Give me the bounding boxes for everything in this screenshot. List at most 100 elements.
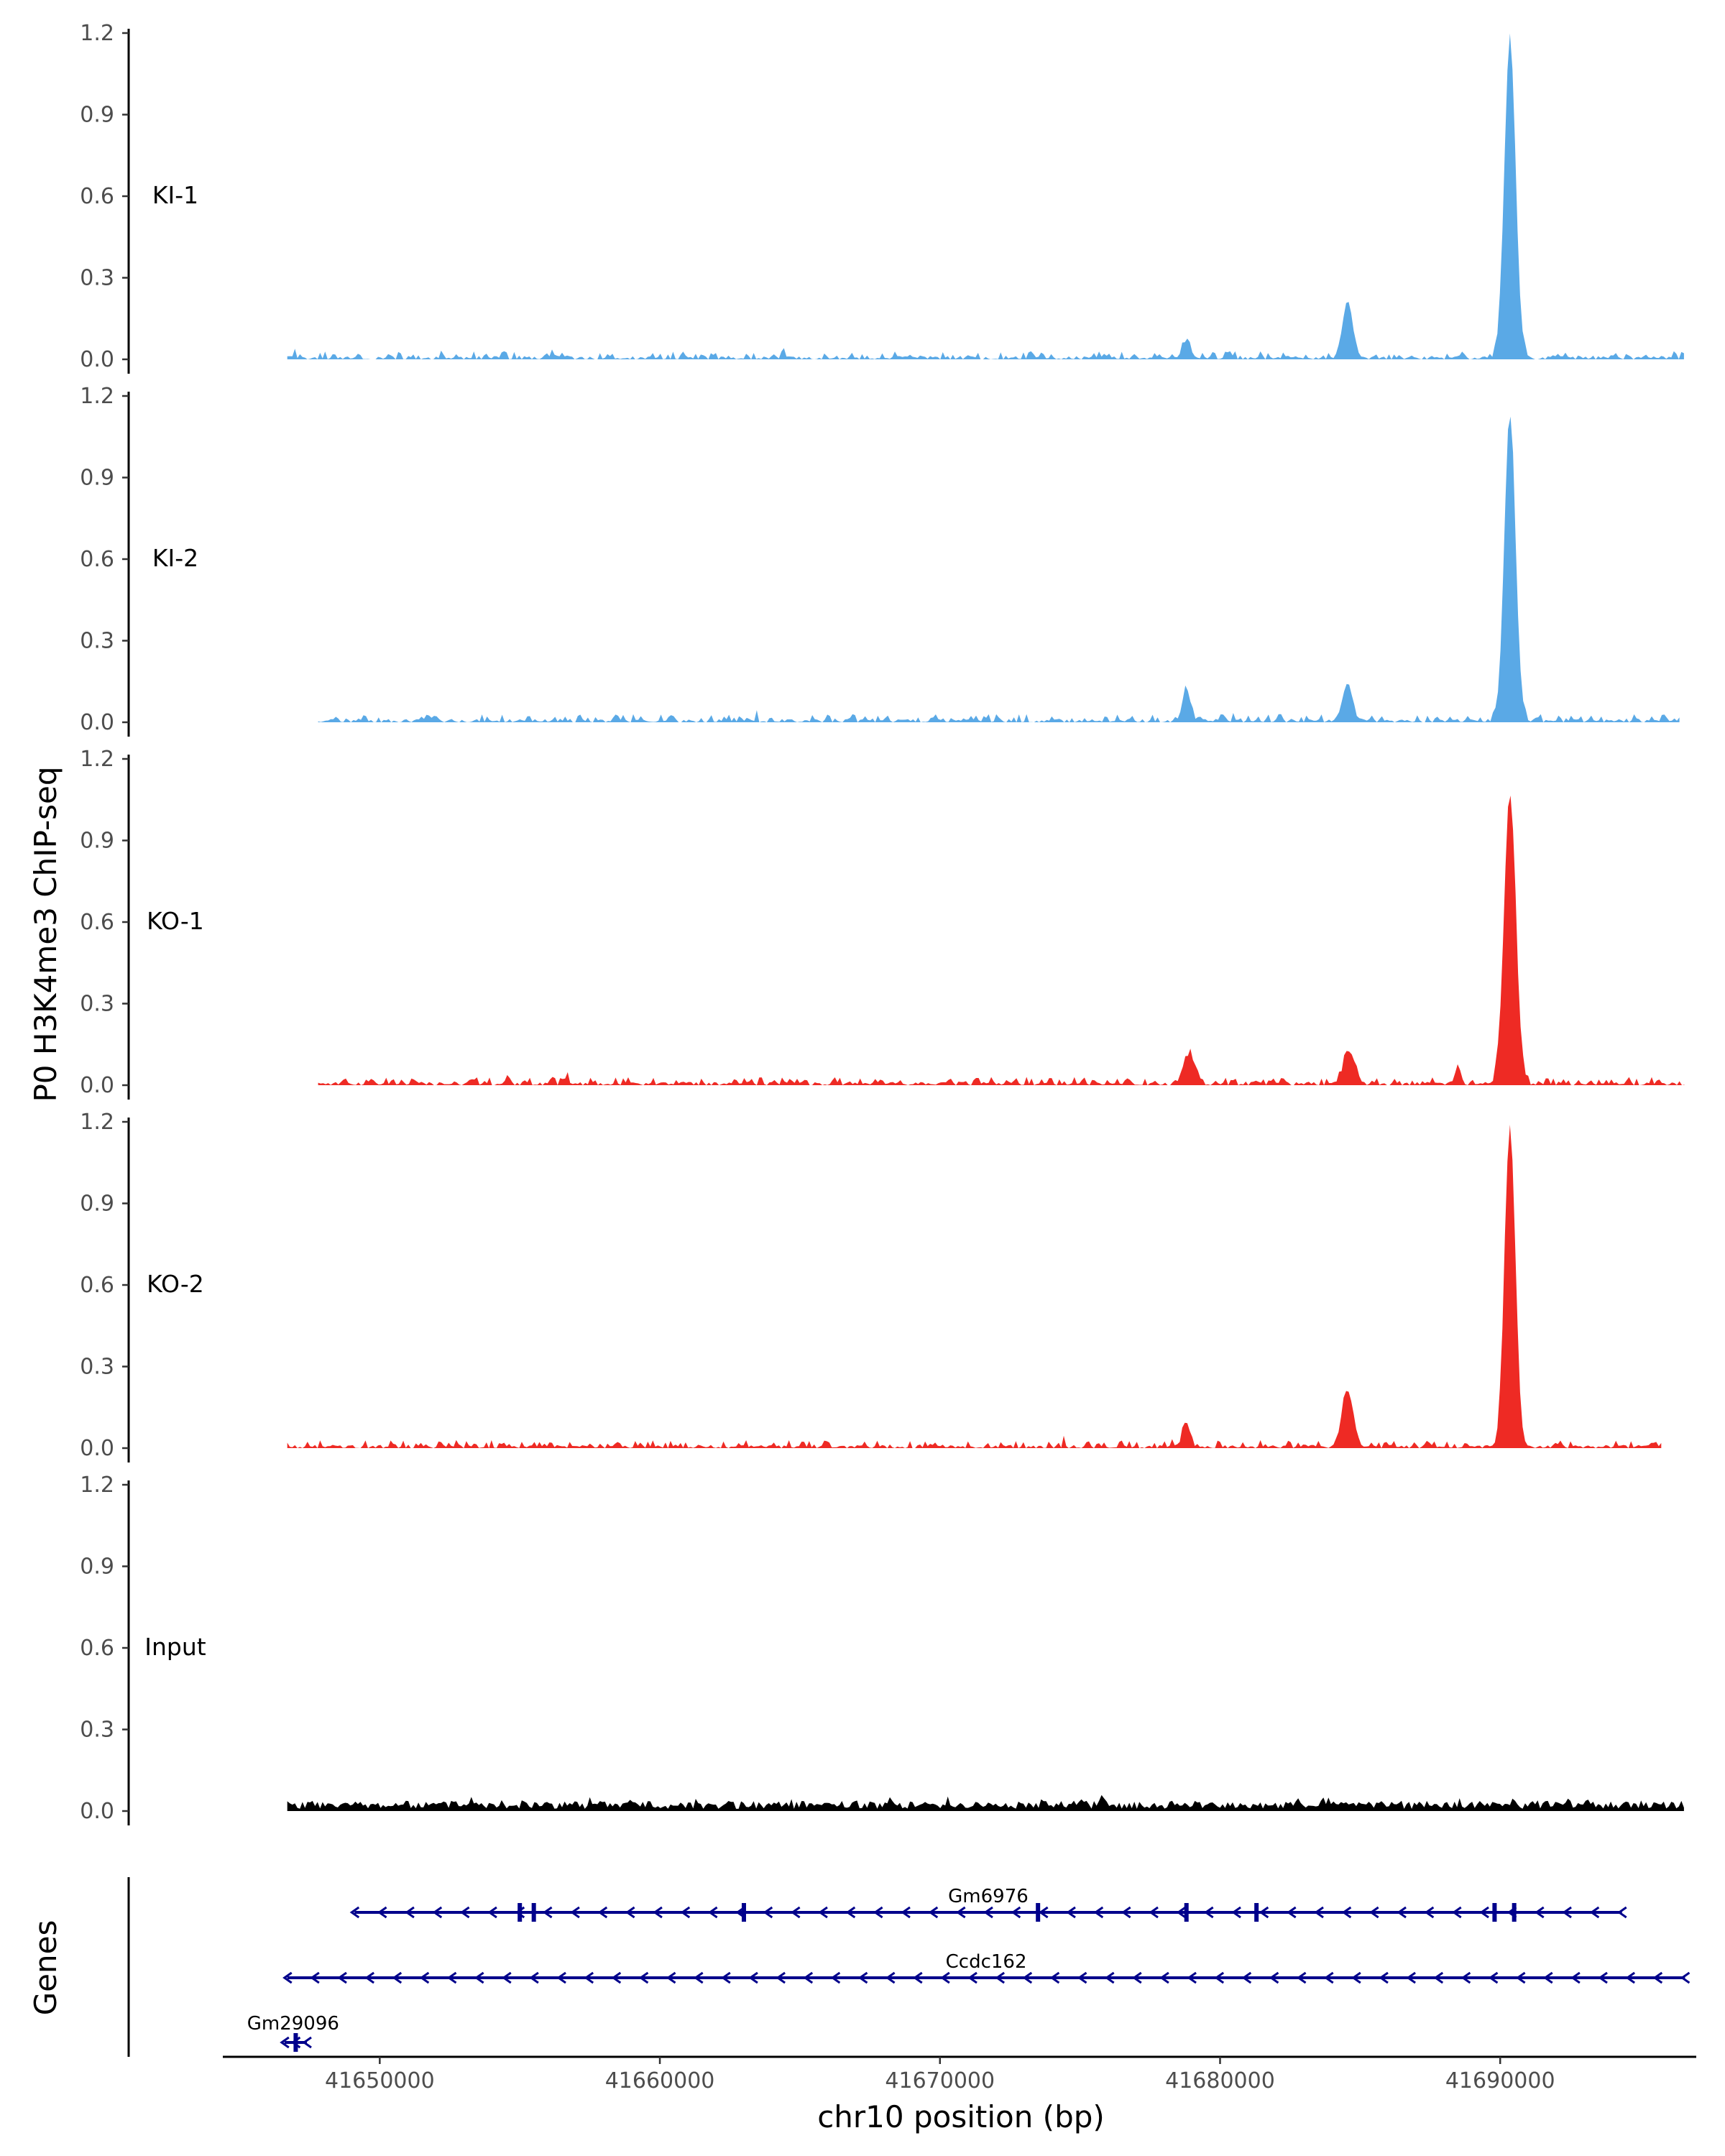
strand-arrow-icon	[1011, 1906, 1021, 1919]
y-tick-label: 0.9	[80, 1554, 114, 1580]
strand-arrow-icon	[1516, 1971, 1526, 1984]
strand-arrow-icon	[763, 1906, 773, 1919]
strand-arrow-icon	[873, 1906, 883, 1919]
strand-arrow-icon	[310, 1971, 320, 1984]
strand-arrow-icon	[1488, 1971, 1499, 1984]
gene-model-gm29096: Gm29096	[247, 2013, 339, 2052]
strand-arrow-icon	[1617, 1906, 1627, 1919]
strand-arrow-icon	[364, 1971, 374, 1984]
strand-arrow-icon	[1287, 1906, 1297, 1919]
y-tick-label: 0.6	[80, 1273, 114, 1298]
tracks-layer: 0.0 0.3 0.6 0.9 1.2 KI-1 0.0 0.3 0.6 0.9 1.2 KI-2 0.…	[80, 21, 1685, 1825]
strand-arrow-icon	[1077, 1971, 1087, 1984]
track-label: KI-1	[152, 181, 198, 209]
y-tick-label: 0.6	[80, 910, 114, 935]
strand-arrow-icon	[1341, 1906, 1352, 1919]
strand-arrow-icon	[776, 1971, 786, 1984]
strand-arrow-icon	[1479, 1906, 1489, 1919]
strand-arrow-icon	[1259, 1906, 1269, 1919]
exon-mark	[1254, 1903, 1259, 1922]
strand-arrow-icon	[597, 1906, 608, 1919]
strand-arrow-icon	[1241, 1971, 1252, 1984]
y-tick-label: 0.3	[80, 1718, 114, 1743]
strand-arrow-icon	[529, 1971, 539, 1984]
strand-arrow-icon	[1121, 1906, 1131, 1919]
y-tick-label: 0.0	[80, 347, 114, 372]
strand-arrow-icon	[584, 1971, 594, 1984]
y-tick-label: 0.3	[80, 992, 114, 1017]
strand-arrow-icon	[1379, 1971, 1389, 1984]
strand-arrow-icon	[940, 1971, 950, 1984]
track-label: KO-2	[147, 1270, 204, 1298]
exon-mark	[1184, 1903, 1189, 1922]
strand-arrow-icon	[611, 1971, 622, 1984]
strand-arrow-icon	[708, 1906, 718, 1919]
strand-arrow-icon	[474, 1971, 484, 1984]
strand-arrow-icon	[405, 1906, 415, 1919]
y-tick-label: 0.9	[80, 103, 114, 128]
y-tick-label: 1.2	[80, 21, 114, 46]
y-tick-label: 1.2	[80, 747, 114, 772]
y-tick-label: 0.9	[80, 1192, 114, 1217]
strand-arrow-icon	[1093, 1906, 1104, 1919]
y-tick-label: 0.0	[80, 1799, 114, 1824]
strand-arrow-icon	[1159, 1971, 1169, 1984]
track-label: KI-2	[152, 544, 198, 572]
strand-arrow-icon	[995, 1971, 1006, 1984]
y-tick-label: 0.6	[80, 547, 114, 572]
strand-arrow-icon	[1625, 1971, 1636, 1984]
strand-arrow-icon	[1269, 1971, 1279, 1984]
y-tick-label: 0.3	[80, 1355, 114, 1380]
strand-arrow-icon	[337, 1971, 347, 1984]
exon-mark	[741, 1903, 746, 1922]
gene-model-ccdc162: Ccdc162	[282, 1951, 1690, 1984]
gene-name-label: Gm6976	[948, 1886, 1029, 1907]
y-tick-label: 1.2	[80, 1110, 114, 1135]
strand-arrow-icon	[377, 1906, 387, 1919]
strand-arrow-icon	[1424, 1906, 1435, 1919]
strand-arrow-icon	[1589, 1906, 1600, 1919]
strand-arrow-icon	[1406, 1971, 1416, 1984]
strand-arrow-icon	[1652, 1971, 1663, 1984]
strand-arrow-icon	[928, 1906, 939, 1919]
strand-arrow-icon	[432, 1906, 443, 1919]
y-tick-label: 1.2	[80, 384, 114, 409]
strand-arrow-icon	[886, 1971, 896, 1984]
strand-arrow-icon	[845, 1906, 856, 1919]
strand-arrow-icon	[302, 2036, 312, 2049]
strand-arrow-icon	[1022, 1971, 1033, 1984]
strand-arrow-icon	[913, 1971, 923, 1984]
strand-arrow-icon	[666, 1971, 676, 1984]
strand-arrow-icon	[638, 1971, 649, 1984]
strand-arrow-icon	[1314, 1906, 1324, 1919]
genes-layer: Gm6976 Ccdc162 Gm29096	[127, 1877, 1690, 2057]
y-tick-label: 0.9	[80, 466, 114, 491]
strand-arrow-icon	[543, 1906, 553, 1919]
exon-mark	[531, 1903, 536, 1922]
strand-arrow-icon	[680, 1906, 691, 1919]
strand-arrow-icon	[1066, 1906, 1076, 1919]
strand-arrow-icon	[1680, 1971, 1690, 1984]
strand-arrow-icon	[1204, 1906, 1214, 1919]
signal-area-input	[287, 1795, 1684, 1811]
strand-arrow-icon	[748, 1971, 758, 1984]
track-label: KO-1	[147, 907, 204, 935]
strand-arrow-icon	[459, 1906, 470, 1919]
strand-arrow-icon	[625, 1906, 635, 1919]
exon-mark	[1492, 1903, 1497, 1922]
y-axis-title: P0 H3K4me3 ChIP-seq	[28, 766, 63, 1102]
strand-arrow-icon	[570, 1906, 580, 1919]
y-tick-label: 0.6	[80, 1636, 114, 1661]
strand-arrow-icon	[1176, 1906, 1187, 1919]
x-tick-label: 41660000	[605, 2068, 715, 2093]
strand-arrow-icon	[282, 1971, 293, 1984]
strand-arrow-icon	[901, 1906, 911, 1919]
strand-arrow-icon	[803, 1971, 814, 1984]
x-axis: 41650000 41660000 41670000 41680000 41690000	[223, 2055, 1696, 2093]
strand-arrow-icon	[1214, 1971, 1225, 1984]
strand-arrow-icon	[967, 1971, 978, 1984]
gene-name-label: Ccdc162	[946, 1951, 1027, 1973]
track-panel-input: 0.0 0.3 0.6 0.9 1.2 Input	[80, 1473, 1684, 1825]
strand-arrow-icon	[1535, 1906, 1545, 1919]
